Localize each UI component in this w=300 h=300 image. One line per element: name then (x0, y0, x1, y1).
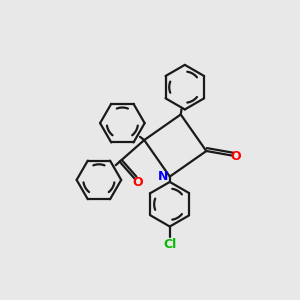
Text: Cl: Cl (163, 238, 176, 251)
Text: O: O (133, 176, 143, 189)
Text: O: O (231, 150, 242, 163)
Text: N: N (158, 170, 168, 183)
